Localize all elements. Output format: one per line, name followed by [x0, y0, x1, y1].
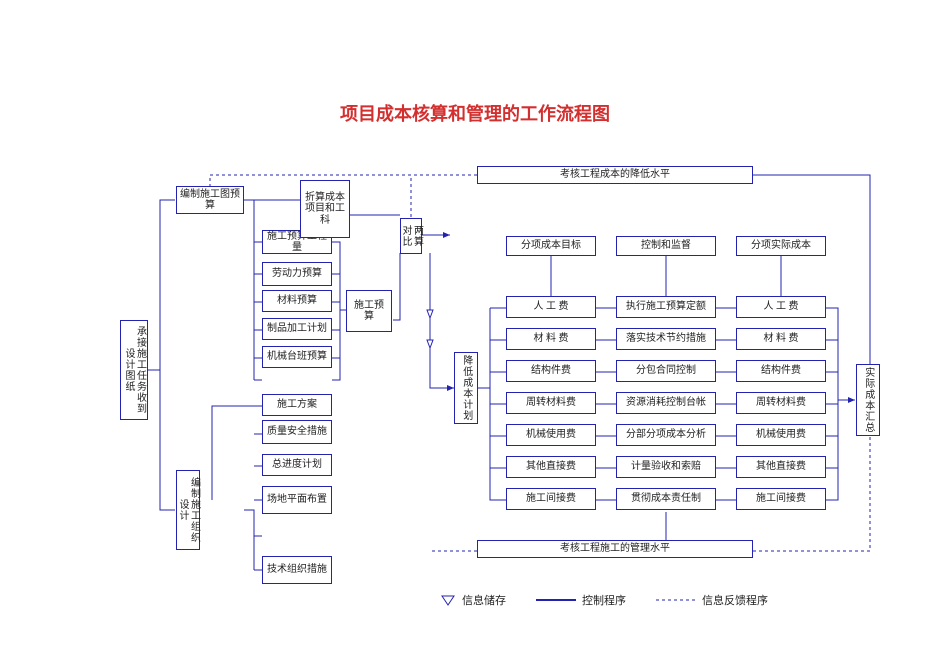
legend-control-label: 控制程序	[582, 592, 626, 608]
node-convert-cost: 折算成本项目和工科	[300, 180, 350, 238]
colA-item-2: 结构件费	[506, 360, 596, 382]
node-reduce-plan: 降低成本计划	[454, 352, 478, 424]
node-top-banner: 考核工程成本的降低水平	[477, 166, 753, 184]
colB-item-5: 计量验收和索赔	[616, 456, 716, 478]
legend-feedback-label: 信息反馈程序	[702, 592, 768, 608]
diagram-title: 项目成本核算和管理的工作流程图	[260, 100, 690, 126]
colC-item-1: 材 料 费	[736, 328, 826, 350]
node-construction-budget-label: 施工预算	[350, 300, 388, 323]
col2-item-7: 总进度计划	[262, 454, 332, 476]
colA-item-0: 人 工 费	[506, 296, 596, 318]
node-compile-budget: 编制施工图预算	[176, 186, 244, 214]
col2-item-6: 质量安全措施	[262, 420, 332, 444]
col2-item-1: 劳动力预算	[262, 262, 332, 286]
node-bottom-banner: 考核工程施工的管理水平	[477, 540, 753, 558]
colA-item-5: 其他直接费	[506, 456, 596, 478]
colA-item-6: 施工间接费	[506, 488, 596, 510]
header-a: 分项成本目标	[506, 236, 596, 256]
colC-item-3: 周转材料费	[736, 392, 826, 414]
colC-item-2: 结构件费	[736, 360, 826, 382]
node-top-banner-label: 考核工程成本的降低水平	[560, 169, 670, 181]
colB-item-1: 落实技术节约措施	[616, 328, 716, 350]
header-a-label: 分项成本目标	[521, 240, 581, 252]
triangle-icon	[440, 594, 456, 606]
col2-item-3: 制品加工计划	[262, 318, 332, 340]
col2-item-2: 材料预算	[262, 290, 332, 312]
node-actual-summary: 实际成本汇总	[856, 364, 880, 436]
node-compile-org-design-label: 编制施工组织设计	[177, 473, 200, 547]
colA-item-1: 材 料 费	[506, 328, 596, 350]
colC-item-5: 其他直接费	[736, 456, 826, 478]
header-b-label: 控制和监督	[641, 240, 691, 252]
node-compare: 两算对比	[400, 218, 422, 254]
node-compile-budget-label: 编制施工图预算	[180, 189, 240, 212]
node-convert-cost-label: 折算成本项目和工科	[304, 192, 346, 227]
col2-item-5: 施工方案	[262, 394, 332, 416]
colB-item-3: 资源消耗控制台帐	[616, 392, 716, 414]
colA-item-4: 机械使用费	[506, 424, 596, 446]
node-start-label: 承接施工任务收到设计图纸	[123, 323, 146, 417]
colC-item-0: 人 工 费	[736, 296, 826, 318]
solid-line-icon	[536, 594, 576, 606]
flowchart-canvas: 项目成本核算和管理的工作流程图	[0, 0, 950, 672]
header-c-label: 分项实际成本	[751, 240, 811, 252]
legend-store-label: 信息储存	[462, 592, 506, 608]
node-compare-label: 两算对比	[400, 221, 423, 251]
colC-item-6: 施工间接费	[736, 488, 826, 510]
col2-item-8: 场地平面布置	[262, 486, 332, 514]
colC-item-4: 机械使用费	[736, 424, 826, 446]
colB-item-6: 贯彻成本责任制	[616, 488, 716, 510]
dashed-line-icon	[656, 594, 696, 606]
node-actual-summary-label: 实际成本汇总	[862, 367, 874, 433]
colB-item-0: 执行施工预算定额	[616, 296, 716, 318]
col2-item-9: 技术组织措施	[262, 556, 332, 584]
header-b: 控制和监督	[616, 236, 716, 256]
title-text: 项目成本核算和管理的工作流程图	[340, 104, 610, 124]
colB-item-4: 分部分项成本分析	[616, 424, 716, 446]
node-compile-org-design: 编制施工组织设计	[176, 470, 200, 550]
colA-item-3: 周转材料费	[506, 392, 596, 414]
node-bottom-banner-label: 考核工程施工的管理水平	[560, 543, 670, 555]
legend: 信息储存 控制程序 信息反馈程序	[440, 592, 768, 608]
col2-item-4: 机械台班预算	[262, 346, 332, 368]
node-reduce-plan-label: 降低成本计划	[460, 355, 472, 421]
node-construction-budget: 施工预算	[346, 290, 392, 332]
colB-item-2: 分包合同控制	[616, 360, 716, 382]
header-c: 分项实际成本	[736, 236, 826, 256]
node-start: 承接施工任务收到设计图纸	[120, 320, 148, 420]
